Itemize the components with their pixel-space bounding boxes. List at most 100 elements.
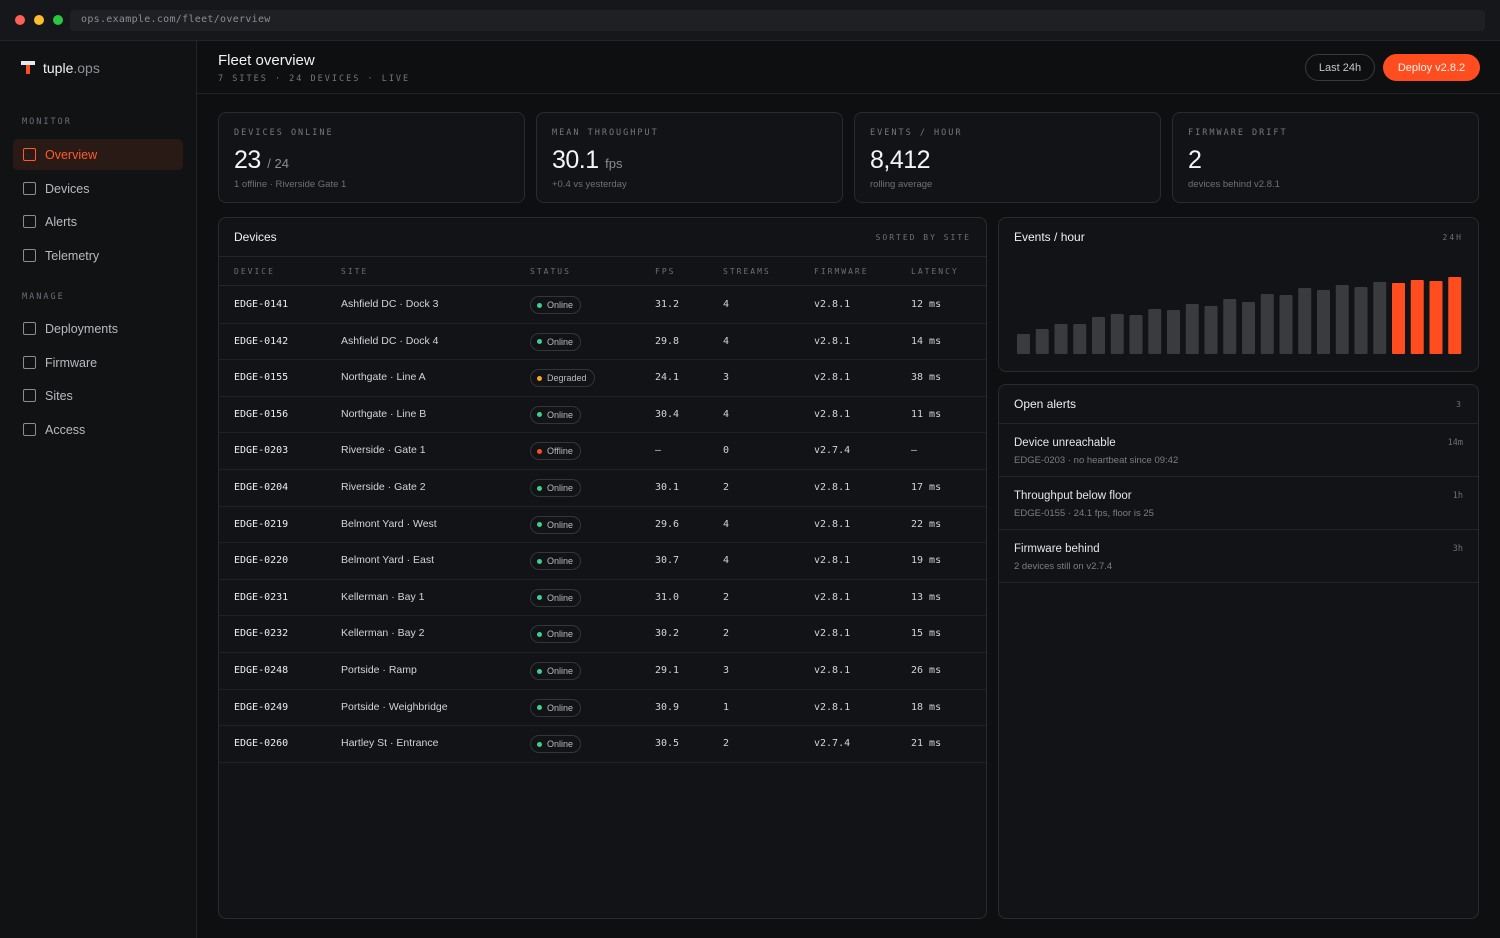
sidebar-item-deployments[interactable]: Deployments [13, 313, 183, 344]
address-bar[interactable]: ops.example.com/fleet/overview [70, 10, 1485, 31]
events-panel-title: Events / hour [1014, 230, 1085, 244]
table-row[interactable]: EDGE-0260 Hartley St · Entrance 30.5 2 v2.7.… [219, 726, 986, 763]
column-header-status[interactable]: STATUS [530, 267, 571, 276]
column-header-firmware[interactable]: FIRMWARE [814, 267, 869, 276]
device-fps: 29.1 [655, 665, 680, 676]
status-label: Online [547, 666, 574, 676]
page-subtitle: 7 SITES · 24 DEVICES · LIVE [218, 74, 411, 84]
alerts-panel-title: Open alerts [1014, 397, 1077, 411]
status-label: Online [547, 556, 574, 567]
table-row[interactable]: EDGE-0231 Kellerman · Bay 1 31.0 2 v2.8.1 13 … [219, 580, 986, 617]
device-latency: 22 ms [911, 518, 942, 530]
sidebar-item-access[interactable]: Access [13, 414, 183, 445]
status-label: Online [547, 300, 574, 310]
column-header-streams[interactable]: STREAMS [723, 267, 771, 276]
alert-item[interactable]: Firmware behind 2 devices still on v2.7.… [999, 530, 1478, 583]
alert-description: EDGE-0155 · 24.1 fps, floor is 25 [1014, 508, 1154, 519]
device-streams: 2 [723, 591, 730, 603]
table-row[interactable]: EDGE-0220 Belmont Yard · East 30.7 4 v2.8.1 1… [219, 543, 986, 580]
alert-description: 2 devices still on v2.7.4 [1014, 561, 1113, 572]
device-site: Ashfield DC · Dock 3 [341, 298, 439, 310]
device-site: Belmont Yard · East [341, 554, 434, 567]
device-id: EDGE-0219 [234, 518, 289, 530]
sidebar-item-telemetry[interactable]: Telemetry [13, 240, 183, 271]
stat-label: FIRMWARE DRIFT [1188, 128, 1288, 138]
device-site: Kellerman · Bay 1 [341, 590, 425, 603]
status-label: Online [547, 739, 574, 750]
chart-bar [1317, 290, 1330, 354]
nav-section-monitor: MONITOR [22, 117, 72, 127]
devices-panel: Devices SORTED BY SITE DEVICE SITE STATU… [218, 217, 987, 919]
device-fps: 30.1 [655, 482, 680, 493]
device-id: EDGE-0141 [234, 299, 289, 310]
status-label: Online [547, 483, 574, 493]
device-latency: 38 ms [911, 372, 942, 384]
column-header-latency[interactable]: LATENCY [911, 267, 959, 276]
column-header-device[interactable]: DEVICE [234, 267, 275, 276]
sidebar-item-sites[interactable]: Sites [13, 380, 183, 411]
sidebar-item-devices[interactable]: Devices [13, 173, 183, 204]
table-row[interactable]: EDGE-0155 Northgate · Line A 24.1 3 v2.8.1 38… [219, 360, 986, 397]
alert-item[interactable]: Device unreachable EDGE-0203 · no heartb… [999, 424, 1478, 477]
table-row[interactable]: EDGE-0203 Riverside · Gate 1 — 0 v2.7.4 — Offl… [219, 433, 986, 470]
device-firmware: v2.7.4 [814, 738, 851, 750]
table-row[interactable]: EDGE-0142 Ashfield DC · Dock 4 29.8 4 v2.8.1… [219, 324, 986, 361]
sidebar-item-label: Alerts [45, 214, 77, 229]
brand-name: tuple [43, 60, 74, 76]
device-site: Riverside · Gate 1 [341, 444, 426, 457]
table-row[interactable]: EDGE-0248 Portside · Ramp 29.1 3 v2.8.1 26 ms… [219, 653, 986, 690]
table-row[interactable]: EDGE-0232 Kellerman · Bay 2 30.2 2 v2.8.1 15 … [219, 616, 986, 653]
stat-label: EVENTS / HOUR [870, 128, 963, 138]
table-row[interactable]: EDGE-0204 Riverside · Gate 2 30.1 2 v2.8.1 17… [219, 470, 986, 507]
sidebar-item-label: Sites [45, 388, 73, 403]
status-label: Online [547, 702, 574, 713]
firmware-icon [23, 356, 36, 369]
table-row[interactable]: EDGE-0249 Portside · Weighbridge 30.9 1 v2.8… [219, 690, 986, 727]
chart-bar [1073, 324, 1087, 354]
sidebar-item-alerts[interactable]: Alerts [13, 206, 183, 237]
stat-note: 1 offline · Riverside Gate 1 [234, 179, 347, 190]
chart-bar [1392, 283, 1405, 354]
chart-bar [1242, 302, 1255, 354]
column-header-site[interactable]: SITE [341, 267, 369, 276]
alert-time: 1h [1452, 491, 1463, 501]
device-latency: 13 ms [911, 591, 942, 603]
table-row[interactable]: EDGE-0141 Ashfield DC · Dock 3 31.2 4 v2.8.1… [219, 287, 986, 324]
time-range-button[interactable]: Last 24h [1305, 54, 1375, 81]
brand-logo[interactable]: tuple .ops [21, 59, 100, 77]
stat-label: MEAN THROUGHPUT [552, 128, 659, 138]
device-firmware: v2.8.1 [814, 372, 851, 384]
sidebar-item-overview[interactable]: Overview [13, 139, 183, 170]
sidebar-item-label: Access [45, 422, 86, 437]
sidebar-item-firmware[interactable]: Firmware [13, 347, 183, 378]
table-row[interactable]: EDGE-0156 Northgate · Line B 30.4 4 v2.8.1 11… [219, 397, 986, 434]
device-id: EDGE-0249 [234, 701, 289, 713]
status-dot-icon [537, 522, 542, 528]
status-dot-icon [537, 595, 542, 601]
window-close-control[interactable] [15, 15, 25, 25]
status-badge: Online [530, 479, 582, 497]
status-label: Online [547, 629, 574, 640]
device-streams: 1 [723, 701, 730, 713]
stat-card-firmware-drift: FIRMWARE DRIFT 2 devices behind v2.8.1 [1172, 112, 1479, 203]
status-label: Degraded [547, 373, 587, 384]
device-firmware: v2.8.1 [814, 665, 851, 676]
device-firmware: v2.7.4 [814, 445, 851, 457]
device-streams: 2 [723, 738, 730, 750]
deploy-button[interactable]: Deploy v2.8.2 [1383, 54, 1480, 81]
window-maximize-control[interactable] [53, 15, 63, 25]
alert-item[interactable]: Throughput below floor EDGE-0155 · 24.1 … [999, 477, 1478, 530]
alert-description: EDGE-0203 · no heartbeat since 09:42 [1014, 455, 1179, 466]
sort-indicator[interactable]: SORTED BY SITE [875, 233, 971, 242]
events-bar-chart [1017, 277, 1462, 354]
device-site: Belmont Yard · West [341, 517, 437, 530]
table-row[interactable]: EDGE-0219 Belmont Yard · West 29.6 4 v2.8.1 2… [219, 507, 986, 544]
device-id: EDGE-0260 [234, 738, 289, 750]
column-header-fps[interactable]: FPS [655, 267, 676, 276]
window-minimize-control[interactable] [34, 15, 44, 25]
sidebar-item-label: Deployments [45, 321, 118, 336]
status-badge: Online [530, 735, 582, 754]
device-fps: 30.7 [655, 555, 680, 567]
alert-time: 14m [1447, 438, 1463, 448]
device-fps: — [655, 445, 662, 457]
